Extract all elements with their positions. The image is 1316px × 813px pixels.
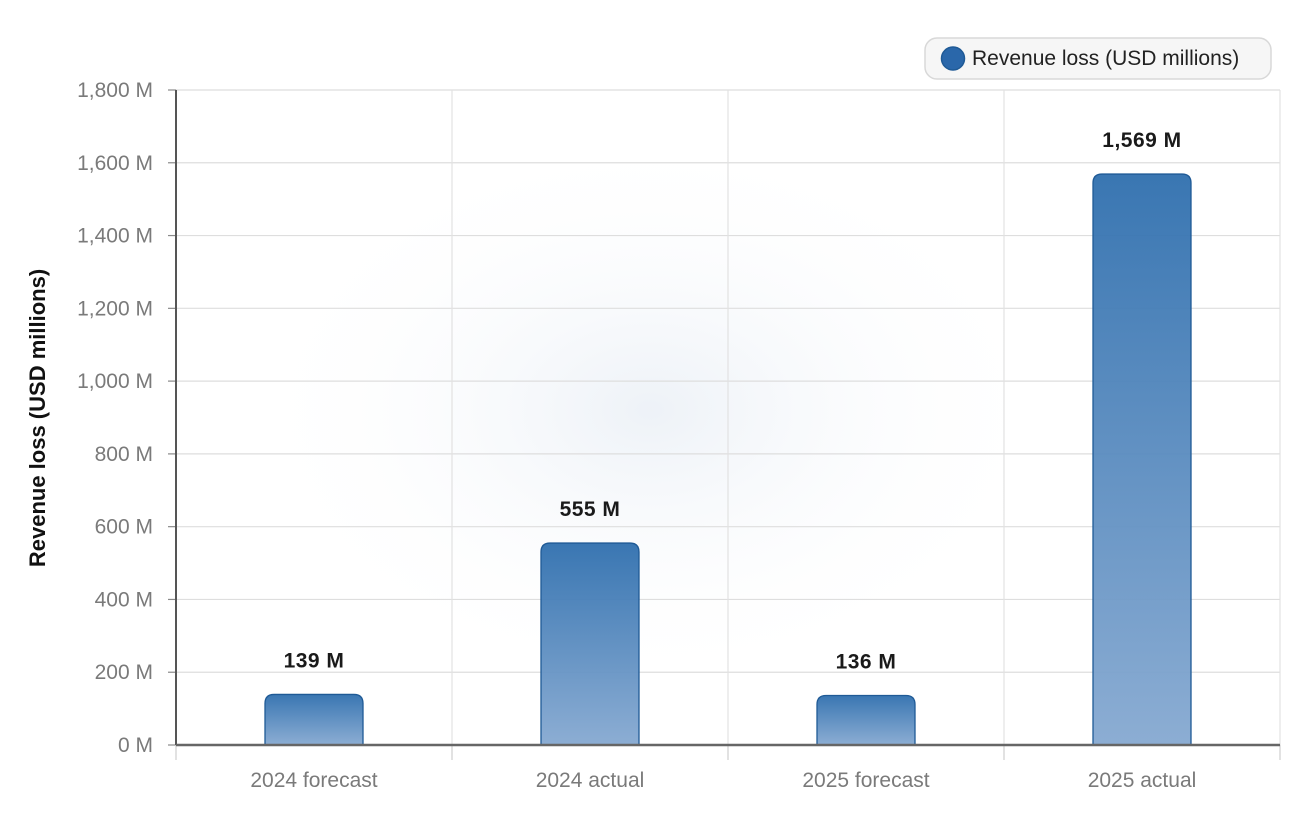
y-tick-label: 1,800 M [77, 79, 153, 102]
y-tick-label: 600 M [95, 516, 153, 539]
y-tick-label: 1,200 M [77, 297, 153, 320]
bar [816, 694, 916, 746]
gridlines [176, 89, 1281, 745]
bar-data-label: 139 M [284, 649, 345, 672]
y-axis-title: Revenue loss (USD millions) [25, 269, 50, 567]
legend-marker-icon [940, 46, 966, 71]
plot-background-glow [240, 130, 1060, 690]
x-tick-label: 2024 forecast [250, 769, 377, 792]
y-tick-label: 1,600 M [77, 152, 153, 175]
bar-data-label: 1,569 M [1102, 129, 1181, 152]
y-tick-label: 800 M [95, 443, 153, 466]
x-tick-label: 2024 actual [536, 769, 645, 792]
labels: 0 M 200 M 400 M 600 M 800 M 1,000 M 1,200 M 1,4… [77, 79, 1196, 792]
axes [168, 89, 1281, 760]
legend[interactable]: Revenue loss (USD millions) [924, 37, 1272, 80]
legend-box [924, 37, 1272, 80]
x-tick-label: 2025 forecast [802, 769, 929, 792]
y-tick-label: 400 M [95, 588, 153, 611]
y-tick-label: 1,400 M [77, 225, 153, 248]
x-tick-label: 2025 actual [1088, 769, 1197, 792]
bars [264, 173, 1192, 746]
y-tick-label: 1,000 M [77, 370, 153, 393]
bar-data-label: 555 M [560, 498, 621, 521]
y-tick-label: 200 M [95, 661, 153, 684]
legend-label: Revenue loss (USD millions) [972, 47, 1239, 70]
bar [540, 542, 640, 746]
bar [264, 693, 364, 746]
bar [1092, 173, 1192, 746]
y-tick-label: 0 M [118, 734, 153, 757]
bar-data-label: 136 M [836, 651, 897, 674]
